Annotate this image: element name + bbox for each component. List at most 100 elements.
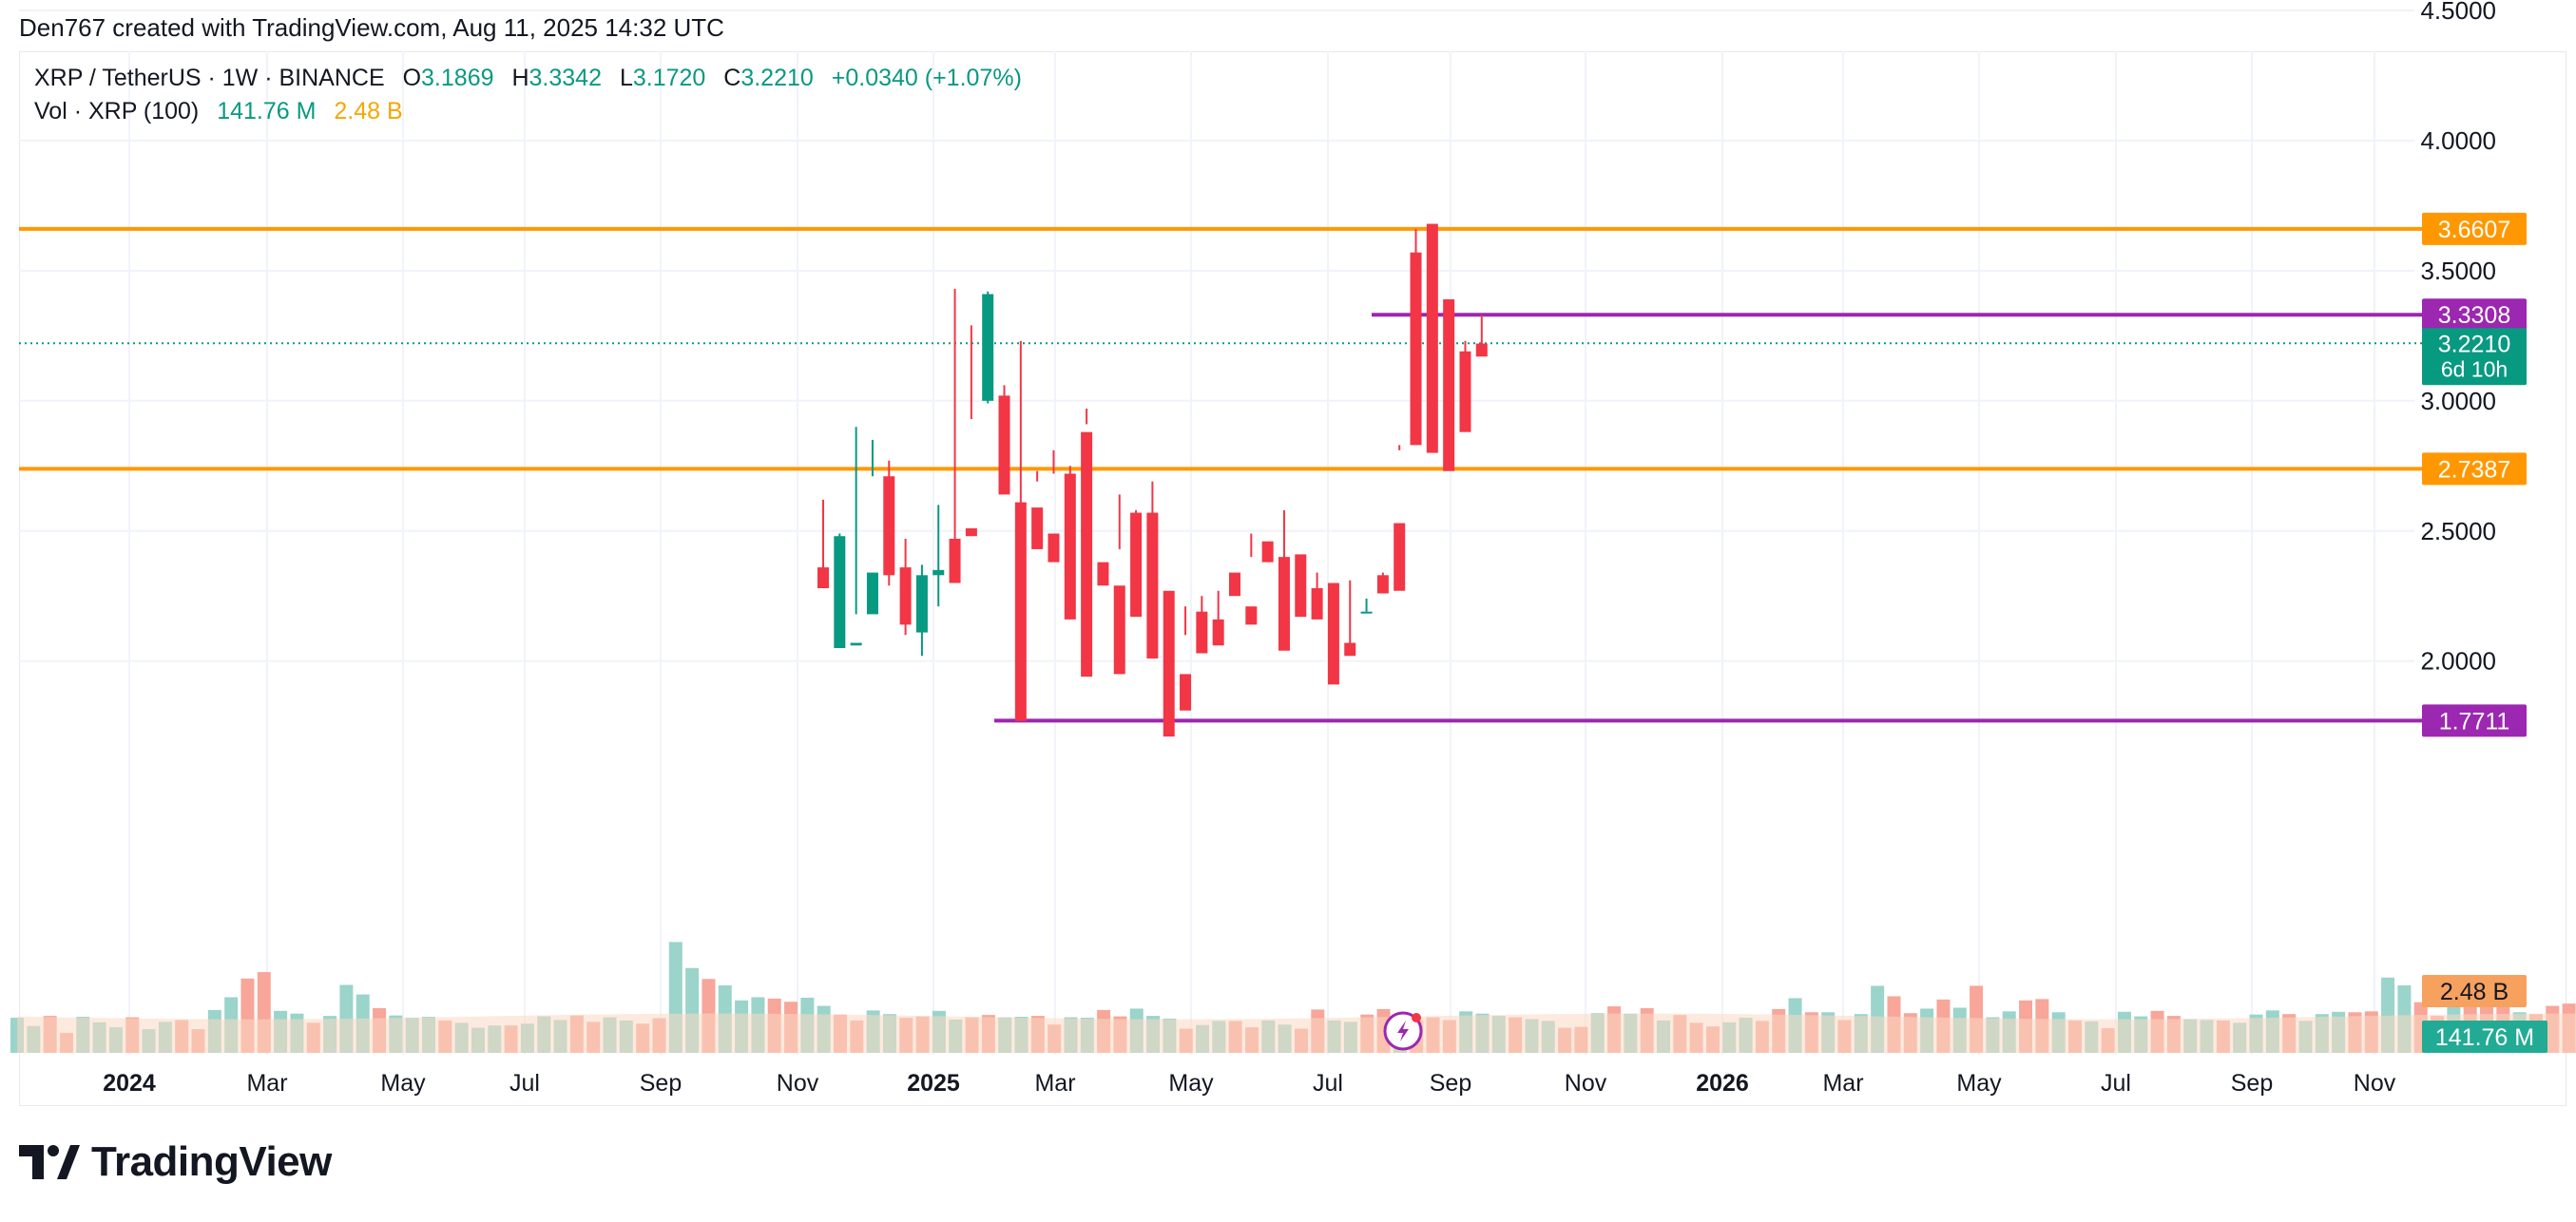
y-tick-label: 2.5000 [2420,517,2496,545]
legend-open-label: O [402,65,422,91]
candle-body [1344,642,1356,657]
candle-body [998,395,1010,495]
last-price-label: 3.2210 [2438,331,2510,357]
legend-symbol[interactable]: XRP / TetherUS · 1W · BINANCE [34,65,385,91]
axis-layer: 5.00004.50004.00003.50003.00002.50002.00… [103,0,2496,1097]
x-tick-label: Mar [246,1070,287,1097]
candle-body [1410,252,1422,446]
candle-body [866,572,878,615]
horizontal-lines-layer [19,226,2422,723]
legend-open-value: 3.1869 [421,65,494,91]
x-tick-label: May [380,1070,426,1097]
legend-low-value: 3.1720 [632,65,706,91]
x-tick-label: Mar [1034,1070,1075,1097]
price-label-bg [2422,212,2527,245]
y-tick-label: 4.0000 [2420,126,2496,155]
candle-body [850,642,862,646]
price-label-bg [2422,452,2527,486]
volume-ma-label: 2.48 B [2440,979,2509,1005]
candle-body [1261,541,1274,563]
price-label-bg [2422,704,2527,737]
candle-body [1212,619,1224,646]
candle-body [883,476,895,576]
x-tick-label: Jul [509,1070,540,1097]
candle-body [1376,575,1389,594]
header-credit: Den767 created with TradingView.com, Aug… [19,13,724,42]
candle-body [1394,523,1406,591]
volume-ma-fill [17,1013,2576,1053]
legend-close-label: C [723,65,741,91]
y-tick-label: 2.0000 [2420,647,2496,676]
candle-body [1229,572,1240,597]
candle-body [1278,557,1290,651]
price-label: 1.7711 [2439,708,2510,735]
x-tick-label: Sep [2231,1070,2273,1097]
tradingview-logo[interactable]: TradingView [19,1138,332,1186]
price-label: 3.3308 [2438,302,2510,329]
price-label: 3.6607 [2438,217,2510,243]
candle-body [1426,223,1438,453]
candle-body [1196,611,1208,654]
candle-body [1459,351,1471,432]
legend-change: +0.0340 (+1.07%) [831,65,1022,91]
candle-body [1130,512,1143,618]
legend-close-value: 3.2210 [740,65,814,91]
candle-body [1031,507,1044,549]
chart-frame [19,51,2566,1106]
legend-volume-ma-value: 2.48 B [334,98,403,124]
brand-name: TradingView [91,1138,332,1185]
x-tick-label: 2025 [907,1070,960,1097]
y-tick-label: 4.5000 [2420,0,2496,25]
volume-ma-label-bg [2422,975,2527,1007]
candle-body [1180,674,1192,711]
x-tick-label: Nov [2354,1070,2396,1097]
y-tick-label: 3.5000 [2420,257,2496,285]
candle-body [1311,588,1323,620]
x-tick-label: May [1956,1070,2002,1097]
alert-dot-icon [1412,1013,1421,1022]
legend-volume-label[interactable]: Vol · XRP (100) [34,98,200,124]
x-tick-label: Nov [777,1070,819,1097]
candle-body [1081,431,1093,678]
last-price-label-bg [2422,328,2527,386]
x-tick-label: Sep [1430,1070,1471,1097]
volume-layer [10,942,2576,1053]
price-label: 2.7387 [2438,456,2510,483]
legend-volume: Vol · XRP (100) 141.76 M 2.48 B [34,98,403,125]
x-tick-label: Nov [1565,1070,1607,1097]
legend-low-label: L [619,65,633,91]
x-tick-label: Sep [640,1070,682,1097]
legend-ohlc: XRP / TetherUS · 1W · BINANCE O3.1869 H3… [34,65,1022,92]
candle-body [1327,582,1339,685]
candle-body [899,567,912,625]
x-tick-label: Jul [1313,1070,1343,1097]
candle-body [1048,533,1060,563]
x-tick-label: 2024 [103,1070,156,1097]
grid-layer [19,9,2414,1055]
legend-high-value: 3.3342 [529,65,602,91]
candles-layer [817,223,1488,737]
candle-body [1360,611,1373,614]
x-tick-label: Mar [1822,1070,1863,1097]
bolt-glyph-icon [1397,1021,1409,1041]
volume-last-label-bg [2422,1021,2547,1053]
candle-body [915,575,928,633]
candle-body [834,536,846,649]
x-tick-label: May [1168,1070,1214,1097]
price-label-bg [2422,298,2527,332]
candle-body [965,528,977,537]
tradingview-mark-icon [19,1145,80,1179]
x-tick-label: 2026 [1696,1070,1749,1097]
candle-body [817,567,829,589]
candle-body [1475,343,1488,357]
legend-high-label: H [511,65,529,91]
candle-body [1245,606,1258,625]
candle-body [982,294,994,401]
candle-body [932,569,945,576]
candle-body [1443,298,1455,471]
candle-body [1014,502,1027,721]
candle-body [1146,512,1159,659]
candle-body [949,538,961,583]
